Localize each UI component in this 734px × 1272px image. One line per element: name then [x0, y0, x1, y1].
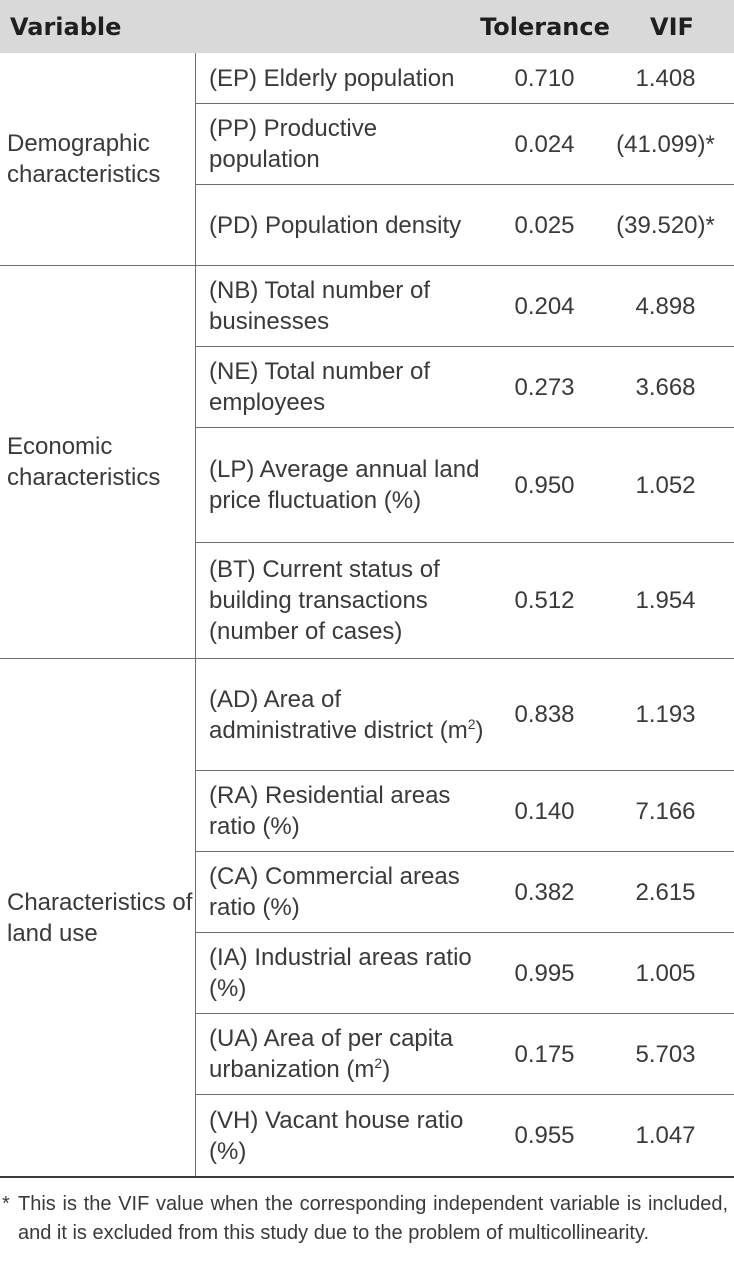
table-row: (LP) Average annual land price fluctuati…	[196, 428, 734, 543]
variable-name: (AD) Area of administrative district (m2…	[196, 684, 492, 746]
table-row: (UA) Area of per capita urbanization (m2…	[196, 1014, 734, 1095]
table-header: Variable Tolerance VIF	[0, 0, 734, 53]
tolerance-value: 0.273	[514, 373, 575, 401]
table-row: (PP) Productive population 0.024 (41.099…	[196, 104, 734, 185]
variable-name-text: (UA) Area of per capita urbanization (m	[209, 1025, 454, 1083]
tolerance-value: 0.204	[514, 292, 575, 320]
vif-value: 1.193	[635, 701, 696, 728]
variable-name-text: (AD) Area of administrative district (m	[209, 685, 468, 744]
table-row: (BT) Current status of building transact…	[196, 543, 734, 658]
tolerance-value: 0.838	[514, 701, 575, 728]
group-rows: (NB) Total number of businesses 0.204 4.…	[195, 266, 734, 658]
header-vif: VIF	[650, 12, 694, 41]
variable-name: (UA) Area of per capita urbanization (m2…	[196, 1023, 492, 1085]
variable-name: (PP) Productive population	[209, 115, 378, 173]
tolerance-value: 0.024	[514, 130, 575, 158]
variable-name: (CA) Commercial areas ratio (%)	[209, 863, 460, 921]
vif-value: (41.099)*	[616, 130, 715, 158]
table-row: (CA) Commercial areas ratio (%) 0.382 2.…	[196, 852, 734, 933]
group-rows: (EP) Elderly population 0.710 1.408 (PP)…	[195, 53, 734, 265]
variable-name: (EP) Elderly population	[209, 64, 455, 92]
table-row: (EP) Elderly population 0.710 1.408	[196, 53, 734, 104]
tolerance-value: 0.950	[514, 471, 575, 499]
variable-name: (NE) Total number of employees	[209, 358, 430, 416]
vif-value: 4.898	[635, 292, 696, 320]
table-row: (AD) Area of administrative district (m2…	[196, 659, 734, 771]
footnote-text: This is the VIF value when the correspon…	[18, 1193, 728, 1244]
vif-value: 1.052	[635, 471, 696, 499]
variable-name: (PD) Population density	[209, 211, 462, 239]
superscript: 2	[374, 1055, 383, 1071]
table-footnote: * This is the VIF value when the corresp…	[0, 1178, 734, 1248]
tolerance-value: 0.512	[514, 587, 575, 614]
variable-name: (NB) Total number of businesses	[209, 277, 430, 335]
variable-name-suffix: )	[475, 716, 484, 744]
variable-name: (IA) Industrial areas ratio (%)	[209, 944, 472, 1002]
table-row: (NB) Total number of businesses 0.204 4.…	[196, 266, 734, 347]
group-economic: Economic characteristics (NB) Total numb…	[0, 266, 734, 659]
vif-value: 1.408	[635, 64, 696, 92]
group-label: Economic characteristics	[7, 433, 161, 491]
variable-name: (RA) Residential areas ratio (%)	[209, 782, 451, 840]
tolerance-value: 0.955	[514, 1122, 575, 1149]
vif-value: 3.668	[635, 373, 696, 401]
variable-name: (BT) Current status of building transact…	[209, 556, 440, 645]
vif-value: 7.166	[635, 797, 696, 825]
table-row: (VH) Vacant house ratio (%) 0.955 1.047	[196, 1095, 734, 1176]
footnote-mark: *	[2, 1193, 10, 1215]
group-demographic: Demographic characteristics (EP) Elderly…	[0, 53, 734, 266]
group-label: Demographic characteristics	[7, 130, 161, 188]
variable-name: (LP) Average annual land price fluctuati…	[209, 456, 480, 514]
tolerance-value: 0.995	[514, 959, 575, 987]
vif-value: 1.954	[635, 587, 696, 614]
tolerance-value: 0.382	[514, 878, 575, 906]
tolerance-value: 0.175	[514, 1040, 575, 1068]
table-row: (RA) Residential areas ratio (%) 0.140 7…	[196, 771, 734, 852]
table-row: (IA) Industrial areas ratio (%) 0.995 1.…	[196, 933, 734, 1014]
vif-value: 1.005	[635, 959, 696, 987]
variable-name-suffix: )	[382, 1056, 391, 1083]
group-label: Characteristics of land use	[7, 888, 193, 947]
table-row: (NE) Total number of employees 0.273 3.6…	[196, 347, 734, 428]
tolerance-value: 0.025	[514, 211, 575, 239]
vif-value: 1.047	[635, 1122, 696, 1149]
header-variable: Variable	[10, 12, 122, 41]
variable-name: (VH) Vacant house ratio (%)	[209, 1106, 464, 1165]
group-land-use: Characteristics of land use (AD) Area of…	[0, 659, 734, 1178]
table-row: (PD) Population density 0.025 (39.520)*	[196, 185, 734, 265]
vif-value: (39.520)*	[616, 211, 715, 239]
tolerance-value: 0.710	[514, 64, 575, 92]
tolerance-value: 0.140	[514, 797, 575, 825]
superscript: 2	[467, 715, 476, 732]
group-rows: (AD) Area of administrative district (m2…	[195, 659, 734, 1176]
vif-value: 5.703	[635, 1040, 696, 1068]
header-tolerance: Tolerance	[480, 12, 610, 41]
vif-value: 2.615	[635, 878, 696, 906]
